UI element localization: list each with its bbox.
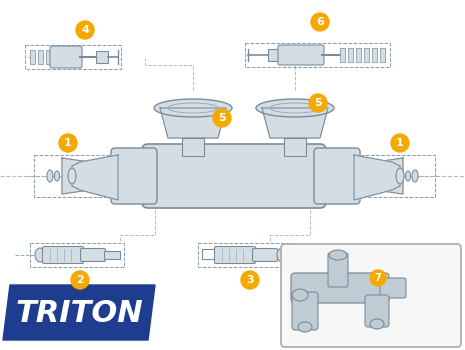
Polygon shape (354, 155, 400, 200)
Bar (104, 251, 120, 259)
Ellipse shape (35, 248, 45, 262)
Ellipse shape (277, 248, 287, 262)
Text: 1: 1 (396, 138, 404, 148)
Bar (340, 48, 345, 62)
FancyBboxPatch shape (278, 45, 324, 65)
Ellipse shape (298, 322, 312, 332)
FancyBboxPatch shape (111, 148, 157, 204)
Ellipse shape (405, 171, 411, 181)
FancyBboxPatch shape (281, 244, 461, 347)
Circle shape (311, 13, 329, 31)
Circle shape (71, 271, 89, 289)
Circle shape (76, 21, 94, 39)
Bar (30, 50, 35, 64)
Polygon shape (3, 285, 155, 340)
Bar (268, 49, 280, 61)
Text: 5: 5 (218, 113, 226, 123)
Ellipse shape (256, 99, 334, 117)
Text: 7: 7 (375, 273, 381, 283)
Polygon shape (160, 108, 226, 138)
FancyBboxPatch shape (328, 253, 348, 287)
Ellipse shape (47, 170, 53, 182)
Bar (202, 249, 216, 259)
Ellipse shape (329, 250, 347, 260)
Bar (355, 155, 435, 197)
FancyBboxPatch shape (142, 144, 326, 208)
Text: 6: 6 (316, 17, 324, 27)
Polygon shape (62, 158, 110, 194)
Bar (182, 138, 204, 156)
Bar (245, 43, 390, 67)
Circle shape (309, 94, 327, 112)
FancyBboxPatch shape (292, 292, 318, 330)
FancyBboxPatch shape (291, 273, 389, 303)
FancyBboxPatch shape (50, 46, 82, 68)
FancyBboxPatch shape (314, 148, 360, 204)
Bar (356, 48, 361, 62)
Bar (96, 51, 108, 63)
Bar (25, 45, 121, 69)
Bar (30, 243, 124, 267)
Circle shape (391, 134, 409, 152)
FancyBboxPatch shape (380, 278, 406, 298)
Circle shape (241, 271, 259, 289)
Ellipse shape (68, 168, 76, 184)
Ellipse shape (370, 319, 384, 329)
Bar (198, 243, 293, 267)
Circle shape (213, 109, 231, 127)
Circle shape (59, 134, 77, 152)
Bar (364, 48, 369, 62)
Bar (46, 50, 51, 64)
FancyBboxPatch shape (214, 246, 255, 264)
Text: 4: 4 (81, 25, 89, 35)
Bar (372, 48, 377, 62)
Text: 1: 1 (64, 138, 72, 148)
Bar (380, 48, 385, 62)
Bar (34, 155, 114, 197)
Text: 2: 2 (76, 275, 84, 285)
Text: 5: 5 (314, 98, 322, 108)
Ellipse shape (154, 99, 232, 117)
FancyBboxPatch shape (80, 248, 106, 261)
FancyBboxPatch shape (252, 248, 278, 261)
Polygon shape (355, 158, 403, 194)
Ellipse shape (396, 168, 404, 184)
Bar (284, 138, 306, 156)
Text: TRITON: TRITON (15, 299, 143, 328)
Ellipse shape (54, 171, 60, 181)
Bar (348, 48, 353, 62)
Text: 3: 3 (246, 275, 254, 285)
Ellipse shape (412, 170, 418, 182)
FancyBboxPatch shape (42, 246, 84, 264)
Polygon shape (262, 108, 328, 138)
Circle shape (370, 270, 386, 286)
Polygon shape (72, 155, 118, 200)
Bar (38, 50, 43, 64)
FancyBboxPatch shape (365, 295, 389, 327)
Ellipse shape (292, 289, 308, 301)
